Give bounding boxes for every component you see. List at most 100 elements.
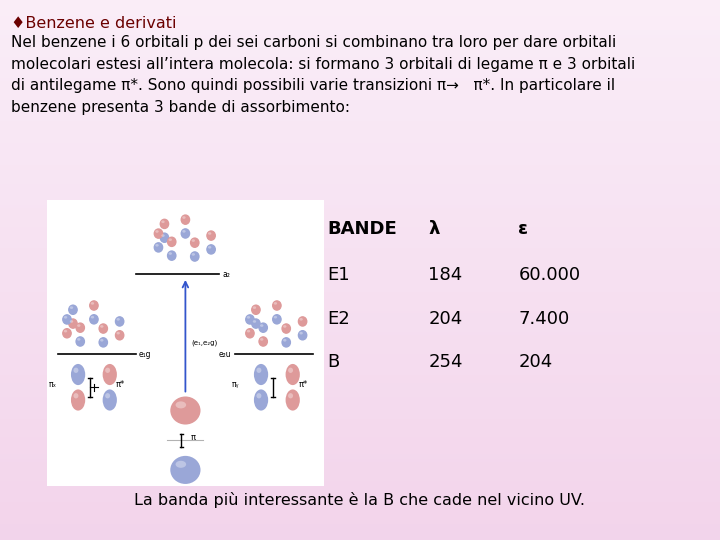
Bar [47, 200, 324, 486]
Ellipse shape [286, 342, 287, 343]
Ellipse shape [71, 389, 85, 410]
Ellipse shape [168, 252, 172, 255]
Bar [0, 305, 720, 308]
Bar [0, 232, 720, 235]
Bar [0, 356, 720, 359]
Ellipse shape [76, 336, 85, 347]
Ellipse shape [252, 306, 260, 314]
Bar [0, 70, 720, 73]
Ellipse shape [291, 397, 294, 403]
Ellipse shape [117, 318, 122, 325]
Bar [0, 113, 720, 116]
Bar [0, 68, 720, 70]
Bar [0, 267, 720, 270]
Ellipse shape [78, 325, 83, 330]
Ellipse shape [245, 328, 255, 339]
Ellipse shape [80, 327, 81, 328]
Ellipse shape [208, 246, 214, 253]
Ellipse shape [282, 339, 290, 346]
Bar [0, 81, 720, 84]
Bar [0, 16, 720, 19]
Ellipse shape [208, 246, 212, 248]
Ellipse shape [300, 319, 305, 324]
Bar [0, 464, 720, 467]
Ellipse shape [282, 337, 291, 348]
Ellipse shape [276, 318, 278, 321]
Ellipse shape [261, 326, 265, 329]
Ellipse shape [118, 333, 122, 338]
Bar [0, 481, 720, 483]
Ellipse shape [76, 322, 85, 333]
Bar [0, 208, 720, 211]
Bar [0, 338, 720, 340]
Bar [0, 502, 720, 505]
Bar [0, 470, 720, 472]
Ellipse shape [104, 392, 115, 408]
Text: 184: 184 [428, 266, 463, 285]
Ellipse shape [248, 317, 253, 322]
Ellipse shape [210, 249, 212, 250]
Bar [0, 22, 720, 24]
Ellipse shape [93, 304, 95, 307]
Bar [0, 230, 720, 232]
Bar [0, 402, 720, 405]
Ellipse shape [72, 323, 73, 324]
Bar [0, 405, 720, 408]
Ellipse shape [253, 307, 258, 313]
Ellipse shape [183, 231, 188, 236]
Ellipse shape [76, 396, 81, 404]
Bar [0, 526, 720, 529]
Ellipse shape [89, 300, 99, 311]
Ellipse shape [103, 389, 117, 410]
Ellipse shape [76, 337, 84, 346]
Text: π*: π* [299, 380, 307, 389]
Bar [0, 491, 720, 494]
Bar [0, 451, 720, 454]
Text: B: B [328, 353, 340, 371]
Ellipse shape [104, 367, 115, 382]
Bar [0, 362, 720, 364]
Bar [0, 62, 720, 65]
Bar [0, 100, 720, 103]
Ellipse shape [62, 314, 72, 325]
Ellipse shape [180, 464, 191, 475]
Ellipse shape [105, 393, 114, 407]
Ellipse shape [255, 322, 257, 325]
Ellipse shape [260, 373, 262, 376]
Ellipse shape [64, 316, 67, 319]
Ellipse shape [274, 316, 280, 322]
Ellipse shape [253, 306, 259, 313]
Ellipse shape [156, 244, 158, 247]
Ellipse shape [193, 254, 197, 259]
Bar [0, 310, 720, 313]
Bar [0, 173, 720, 176]
Ellipse shape [91, 303, 96, 308]
Ellipse shape [207, 245, 215, 254]
Ellipse shape [276, 319, 277, 320]
Ellipse shape [194, 241, 196, 244]
Bar [0, 213, 720, 216]
Bar [0, 221, 720, 224]
Ellipse shape [164, 223, 165, 225]
Ellipse shape [171, 241, 172, 242]
Ellipse shape [259, 397, 263, 403]
Bar [0, 343, 720, 346]
Ellipse shape [274, 302, 277, 305]
Ellipse shape [109, 373, 111, 376]
Bar [0, 216, 720, 219]
Bar [0, 294, 720, 297]
Ellipse shape [63, 315, 71, 324]
Ellipse shape [161, 220, 168, 228]
Ellipse shape [153, 228, 163, 239]
Ellipse shape [254, 322, 258, 326]
Ellipse shape [302, 321, 303, 322]
Ellipse shape [292, 399, 294, 401]
Ellipse shape [253, 321, 258, 326]
Ellipse shape [258, 369, 265, 380]
Ellipse shape [255, 308, 257, 311]
Ellipse shape [282, 325, 290, 333]
Ellipse shape [210, 248, 212, 251]
Bar [0, 205, 720, 208]
Ellipse shape [274, 316, 277, 319]
Ellipse shape [70, 320, 76, 327]
